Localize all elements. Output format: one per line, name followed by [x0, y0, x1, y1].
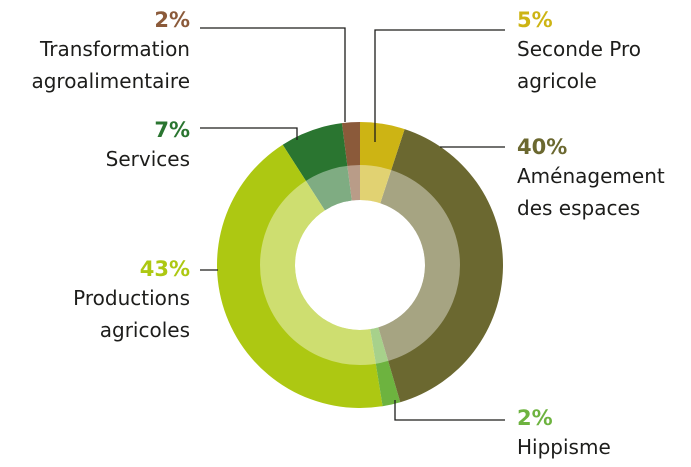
leader-line — [394, 400, 505, 421]
donut-slice — [341, 122, 360, 201]
donut-slice — [282, 123, 352, 211]
percent-label: 2% — [517, 406, 553, 430]
donut-slice — [216, 144, 383, 409]
category-label: Productions agricoles — [73, 286, 190, 342]
slice-label: 2% Transformation agroalimentaire — [10, 7, 190, 97]
category-label: Transformation agroalimentaire — [31, 37, 190, 93]
percent-label: 43% — [139, 257, 190, 281]
slice-label: 40% Aménagement des espaces — [517, 134, 691, 224]
category-label: Hippisme — [517, 435, 611, 459]
category-label: Services — [105, 147, 190, 171]
leader-line — [200, 27, 346, 122]
slice-label: 2% Hippisme — [517, 405, 677, 463]
donut-slice — [360, 122, 405, 204]
leader-lines — [200, 27, 505, 421]
inner-ring — [260, 165, 460, 365]
percent-label: 5% — [517, 8, 553, 32]
slice-label: 43% Productions agricoles — [10, 256, 190, 346]
percent-label: 7% — [154, 118, 190, 142]
donut-slice — [378, 129, 503, 403]
percent-label: 40% — [517, 135, 568, 159]
leader-line — [200, 127, 298, 140]
leader-line — [374, 29, 505, 142]
donut-slice — [370, 327, 401, 407]
category-label: Seconde Pro agricole — [517, 37, 641, 93]
percent-label: 2% — [154, 8, 190, 32]
slice-label: 5% Seconde Pro agricole — [517, 7, 677, 97]
category-label: Aménagement des espaces — [517, 164, 665, 220]
slice-label: 7% Services — [10, 117, 190, 175]
